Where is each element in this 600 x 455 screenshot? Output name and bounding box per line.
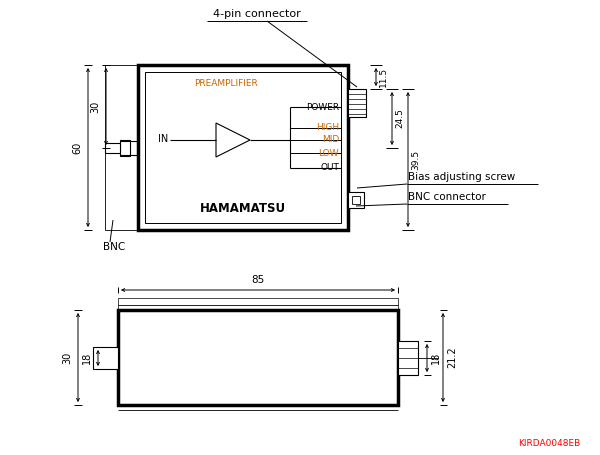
- Text: 21.2: 21.2: [447, 347, 457, 368]
- Text: HAMAMATSU: HAMAMATSU: [200, 202, 286, 214]
- Bar: [348, 192, 364, 208]
- Bar: [120, 140, 130, 156]
- Bar: [105, 143, 120, 153]
- Text: OUT: OUT: [320, 162, 339, 172]
- Text: IN: IN: [158, 134, 168, 144]
- Text: 18: 18: [82, 352, 92, 364]
- Text: MID: MID: [322, 136, 339, 145]
- Bar: [145, 72, 341, 223]
- Text: 24.5: 24.5: [395, 109, 404, 128]
- Text: 39.5: 39.5: [411, 149, 420, 170]
- Bar: [93, 347, 118, 369]
- Bar: [118, 310, 398, 405]
- Bar: [348, 89, 366, 117]
- Bar: [398, 341, 418, 375]
- Text: 60: 60: [72, 142, 82, 154]
- Text: LOW: LOW: [319, 148, 339, 157]
- Bar: [118, 298, 398, 310]
- Text: 30: 30: [90, 101, 100, 113]
- Text: 30: 30: [62, 351, 72, 364]
- Text: 18: 18: [431, 352, 441, 364]
- Text: BNC: BNC: [103, 242, 125, 252]
- Text: Bias adjusting screw: Bias adjusting screw: [408, 172, 515, 182]
- Text: 85: 85: [251, 275, 265, 285]
- Bar: [352, 196, 360, 204]
- Text: 11.5: 11.5: [379, 67, 388, 87]
- Text: 4-pin connector: 4-pin connector: [213, 9, 301, 19]
- Text: KIRDA0048EB: KIRDA0048EB: [518, 439, 580, 448]
- Text: BNC connector: BNC connector: [408, 192, 486, 202]
- Text: POWER: POWER: [306, 102, 339, 111]
- Text: HIGH: HIGH: [316, 123, 339, 132]
- Text: PREAMPLIFIER: PREAMPLIFIER: [194, 79, 258, 87]
- Bar: [138, 65, 348, 230]
- Bar: [105, 65, 138, 230]
